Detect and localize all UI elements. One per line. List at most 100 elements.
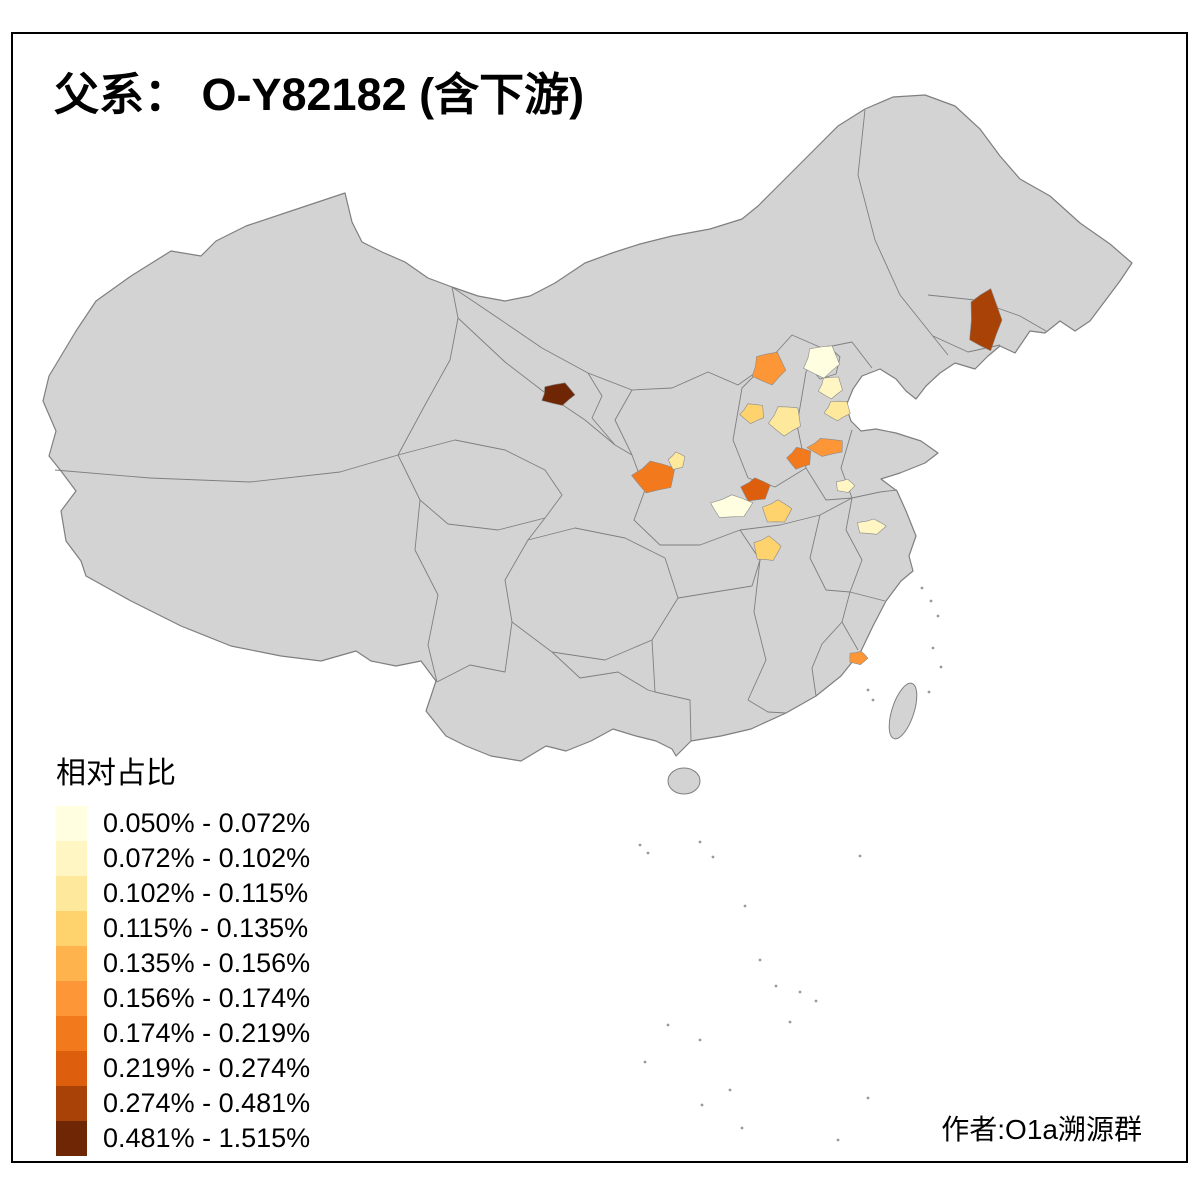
small-island-dot [798,990,802,994]
legend-label: 0.102% - 0.115% [103,878,309,908]
small-island-dot [866,1096,870,1100]
province-border [457,317,633,456]
province-border [845,497,863,593]
small-island-dot [931,646,935,650]
map-region-region-7 [768,406,801,437]
province-border [551,651,656,693]
small-island-dot [666,1023,670,1027]
legend-label: 0.174% - 0.219% [103,1018,311,1048]
small-island-dot [643,1060,647,1064]
map-region-region-11 [631,460,676,494]
province-border [651,639,692,742]
small-island-dot [638,843,642,847]
small-island-dot [740,1126,744,1130]
province-border [857,109,949,356]
legend-label: 0.072% - 0.102% [103,843,311,873]
map-region-region-17 [857,518,887,535]
small-island-dot [814,999,818,1003]
legend-label: 0.219% - 0.274% [103,1053,311,1083]
map-region-region-9 [806,438,843,457]
legend-row: 0.102% - 0.115% [56,876,310,911]
legend-swatch [56,946,87,981]
legend-row: 0.219% - 0.274% [56,1051,310,1086]
province-border [811,621,843,697]
map-region-region-15 [762,499,793,523]
small-island-dot [774,984,778,988]
province-border [397,454,439,683]
small-island-dot [698,1038,702,1042]
small-island-dot [788,1020,792,1024]
map-region-region-6 [823,400,851,422]
province-border [747,699,787,714]
small-island-dot [711,855,715,859]
legend-swatch [56,911,87,946]
small-island-dot [743,904,747,908]
legend-label: 0.481% - 1.515% [103,1123,311,1153]
small-island-dot [758,958,762,962]
small-island-dot [728,1088,732,1092]
small-island-dot [920,586,924,590]
legend-swatch [56,1051,87,1086]
legend-row: 0.115% - 0.135% [56,911,310,946]
small-island-dot [871,698,875,702]
small-island-dot [929,599,933,603]
legend-label: 0.050% - 0.072% [103,808,311,838]
map-region-region-13 [740,477,771,502]
taiwan-island [888,682,918,740]
province-border [849,591,886,602]
hainan-island [667,767,701,795]
map-region-region-18 [836,478,856,493]
province-border [677,529,761,599]
legend-swatch [56,1016,87,1051]
map-region-region-3 [751,351,787,386]
province-border [747,559,767,701]
map-region-region-12 [667,451,686,470]
province-border [587,372,616,446]
small-island-dot [927,690,931,694]
legend-swatch [56,1121,87,1156]
province-border [436,621,513,683]
legend-row: 0.072% - 0.102% [56,841,310,876]
legend-rows: 0.050% - 0.072% 0.072% - 0.102% 0.102% - 0… [56,806,310,1156]
map-region-region-19 [849,650,869,666]
small-island-dot [646,851,650,855]
map-region-region-16 [753,535,782,561]
map-region-region-4 [803,345,840,379]
province-border [660,497,853,546]
map-region-region-8 [739,403,764,424]
province-border [504,517,679,661]
map-region-region-10 [786,446,812,470]
province-border [809,514,851,593]
attribution: 作者:O1a溯源群 [941,1114,1142,1145]
legend-row: 0.174% - 0.219% [56,1016,310,1051]
province-border [397,439,563,531]
map-region-region-2 [541,382,576,406]
small-island-dot [836,1138,840,1142]
map-region-region-5 [817,376,843,400]
legend-swatch [56,1086,87,1121]
legend-swatch [56,806,87,841]
legend-swatch [56,841,87,876]
legend-label: 0.156% - 0.174% [103,983,311,1013]
small-island-dot [698,840,702,844]
legend-title: 相对占比 [56,757,176,790]
province-border [732,367,763,479]
legend-label: 0.135% - 0.156% [103,948,311,978]
legend-row: 0.156% - 0.174% [56,981,310,1016]
page-title: 父系： O-Y82182 (含下游) [54,69,585,120]
province-border [397,286,459,456]
legend-row: 0.050% - 0.072% [56,806,310,841]
legend-row: 0.274% - 0.481% [56,1086,310,1121]
legend-swatch [56,876,87,911]
small-island-dot [939,665,943,669]
legend-label: 0.115% - 0.135% [103,913,309,943]
small-island-dot [866,688,870,692]
map-region-region-14 [710,494,754,518]
small-island-dot [936,614,940,618]
small-island-dot [858,854,862,858]
province-border [54,454,399,483]
small-island-dot [700,1103,704,1107]
legend: 相对占比 0.050% - 0.072% 0.072% - 0.102% 0.102… [56,748,310,1156]
legend-row: 0.135% - 0.156% [56,946,310,981]
